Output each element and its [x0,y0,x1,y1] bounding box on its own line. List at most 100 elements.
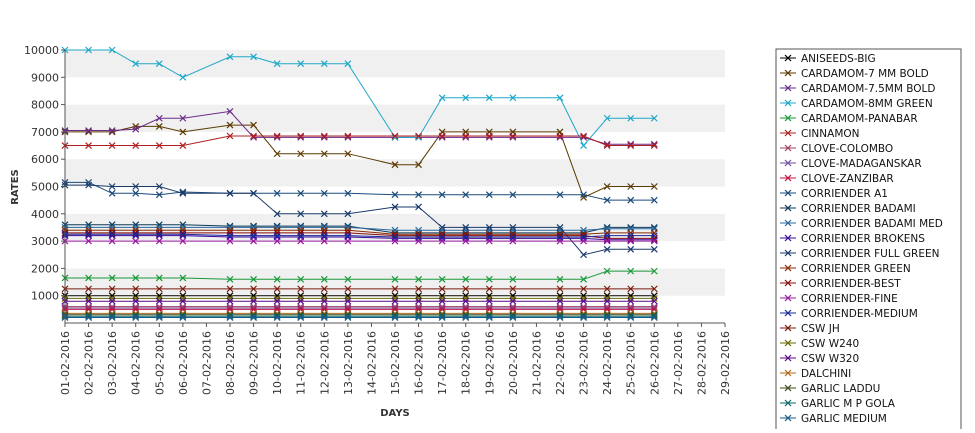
data-point [344,132,352,140]
legend-label: CARDAMOM-7 MM BOLD [801,68,929,80]
x-tick-label: 16-02-2016 [413,331,426,395]
data-point [603,312,611,320]
data-point [485,233,493,241]
legend-item: CSW W320 [780,353,859,365]
series-20 [61,297,658,305]
data-point [85,142,92,149]
data-point [132,297,140,305]
x-tick-label: 03-02-2016 [106,331,119,395]
legend-item: CORRIENDER-MEDIUM [780,308,918,320]
data-point [627,295,635,302]
data-point [580,142,587,149]
data-point [297,303,305,311]
data-point [179,314,187,321]
data-point [132,232,140,240]
data-point [462,232,470,240]
data-point [509,285,517,293]
data-point [485,232,493,240]
legend-item: CARDAMOM-8MM GREEN [780,98,933,110]
legend-label: CORRIENDER A1 [801,188,888,200]
x-tick-label: 24-02-2016 [601,331,614,395]
data-point [509,224,517,231]
legend-label: CSW W240 [801,338,859,350]
data-point [132,189,140,197]
data-point [132,312,140,320]
data-point [155,232,163,240]
data-point [273,224,281,231]
data-point [556,285,564,293]
data-point [344,297,352,305]
data-point [344,60,352,68]
data-point [155,221,163,229]
data-point [344,150,352,158]
data-point [580,303,587,311]
data-point [462,285,470,293]
data-point [155,312,163,320]
data-point [320,303,328,311]
data-point [297,232,305,240]
legend-marker [784,114,792,122]
data-point [155,295,163,302]
x-tick-label: 13-02-2016 [342,331,355,395]
grid-band [65,268,725,296]
legend-item: CORRIENDER-FINE [780,293,898,305]
data-point [155,304,163,312]
data-point [603,285,611,293]
legend-item: CORRIENDER FULL GREEN [780,248,939,260]
data-point [650,312,658,320]
data-point [509,94,517,102]
data-point [226,53,234,61]
series-19 [61,295,658,302]
data-point [155,60,163,68]
data-point [344,237,352,245]
data-point [485,295,493,302]
data-point [297,285,305,293]
data-point [485,303,493,311]
data-point [627,292,635,300]
data-point [108,237,116,245]
data-point [344,133,352,141]
data-point [132,311,140,319]
data-point [297,150,305,158]
legend-label: CSW JH [801,323,840,335]
series-22 [61,311,658,319]
data-point [108,304,116,312]
data-point [438,94,446,102]
data-point [226,314,234,321]
data-point [320,224,328,231]
data-point [438,314,446,321]
data-point [320,292,328,300]
data-point [250,229,257,237]
data-point [297,210,305,218]
data-point [273,150,281,158]
legend-label: CORRIENDER GREEN [801,263,911,275]
legend-marker [784,219,792,227]
data-point [85,311,92,319]
data-point [250,292,257,300]
legend-label: DALCHINI [801,368,851,380]
data-point [391,295,399,302]
data-point [297,292,305,300]
data-point [603,237,611,245]
data-point [556,232,564,240]
data-point [85,46,92,54]
data-point [650,140,658,148]
data-point [462,311,470,319]
data-point [415,295,422,302]
data-point [650,183,658,190]
data-point [108,295,116,302]
data-point [627,312,635,320]
data-point [132,142,140,149]
data-point [580,191,587,199]
data-point [273,314,281,321]
data-point [179,189,187,197]
data-point [273,304,281,312]
data-point [627,229,635,237]
data-point [462,275,470,283]
data-point [415,133,422,141]
legend-marker [784,369,792,377]
data-point [85,127,92,134]
data-point [179,128,187,136]
legend-label: CLOVE-MADAGANSKAR [801,158,922,170]
